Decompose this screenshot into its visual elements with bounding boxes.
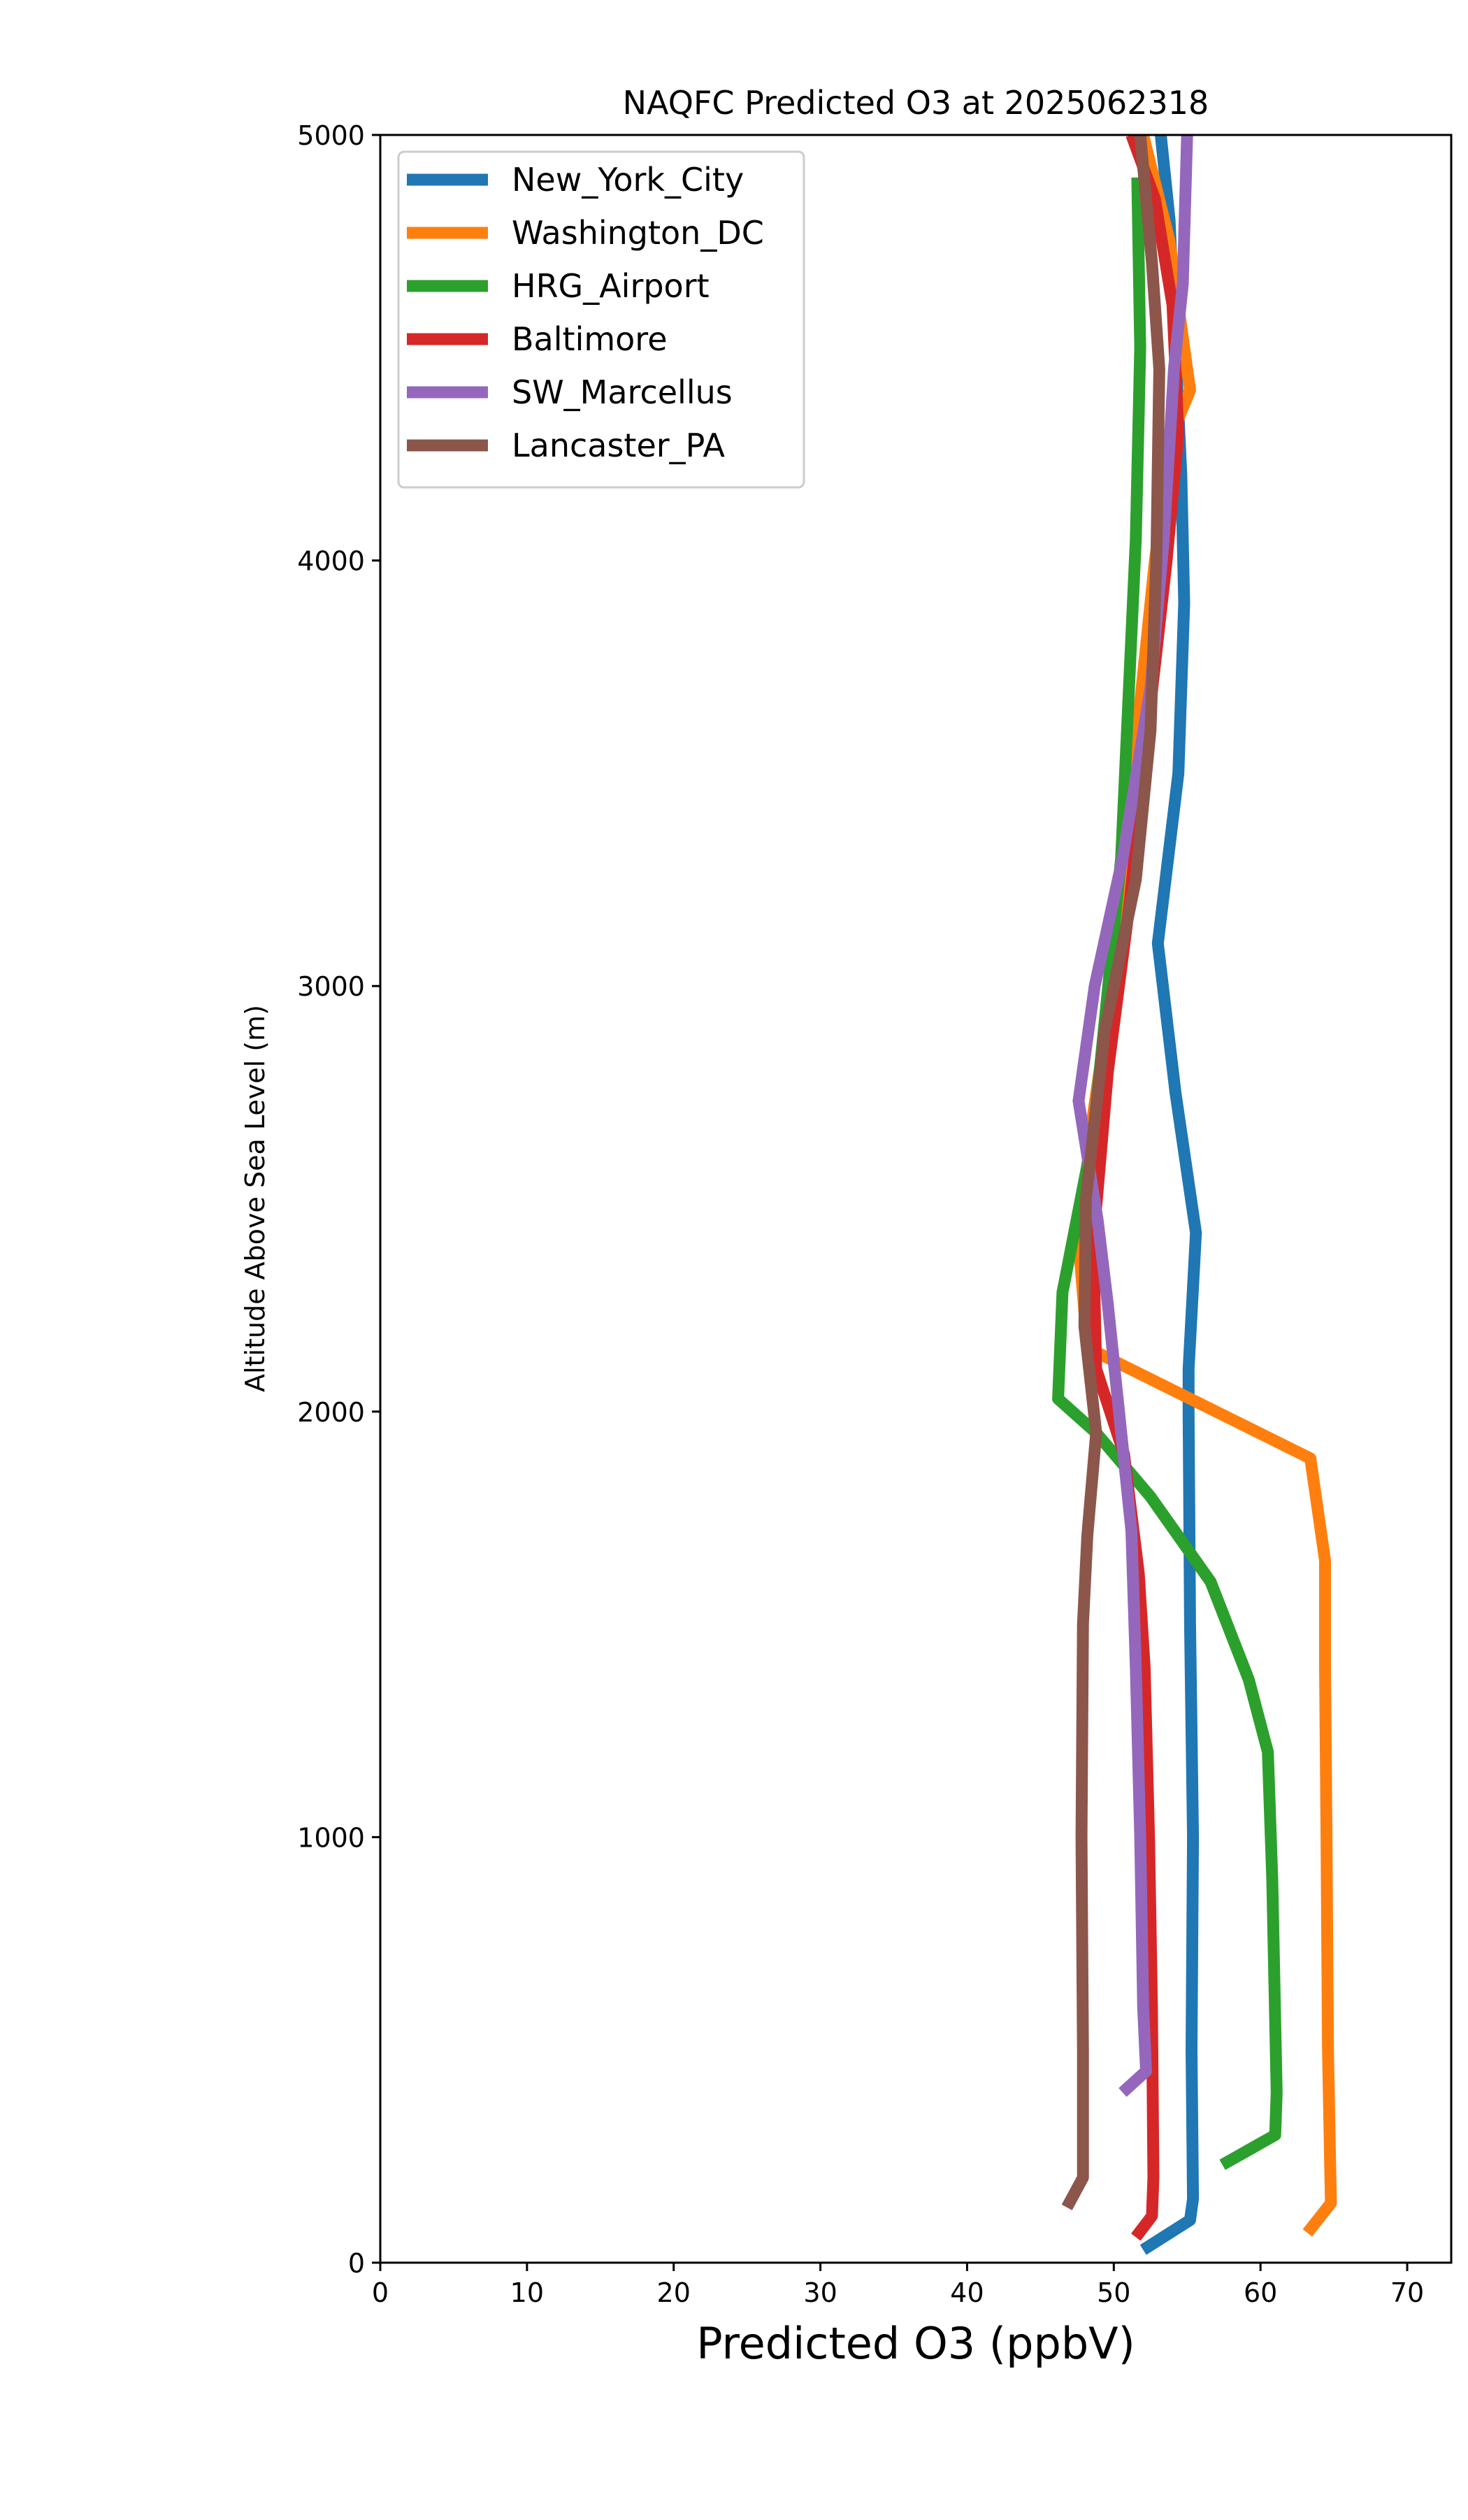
legend-label: Baltimore bbox=[512, 320, 668, 358]
legend-label: Washington_DC bbox=[512, 214, 764, 252]
y-tick-label: 5000 bbox=[297, 120, 365, 151]
y-tick-label: 1000 bbox=[297, 1822, 365, 1853]
x-tick-label: 70 bbox=[1390, 2277, 1424, 2308]
y-axis-label: Altitude Above Sea Level (m) bbox=[240, 1005, 271, 1392]
y-tick-label: 3000 bbox=[297, 971, 365, 1002]
x-tick-label: 0 bbox=[372, 2277, 389, 2308]
legend-label: Lancaster_PA bbox=[512, 427, 725, 464]
legend: New_York_City Washington_DC HRG_Airport Bal… bbox=[397, 150, 805, 489]
y-tick-label: 0 bbox=[348, 2248, 365, 2279]
x-tick-label: 40 bbox=[950, 2277, 984, 2308]
y-tick-label: 4000 bbox=[297, 546, 365, 577]
chart-title: NAQFC Predicted O3 at 2025062318 bbox=[623, 84, 1209, 122]
x-axis-label: Predicted O3 (ppbV) bbox=[696, 2318, 1135, 2369]
y-tick-label: 2000 bbox=[297, 1397, 365, 1428]
x-tick-label: 20 bbox=[657, 2277, 691, 2308]
series-layer bbox=[1052, 135, 1337, 2255]
axes-layer: 0 10 20 30 40 50 60 70 0 1000 2000 3000 4000 5000 bbox=[297, 120, 1424, 2308]
series-line-baltimore bbox=[1087, 135, 1185, 2241]
x-tick-label: 50 bbox=[1097, 2277, 1130, 2308]
legend-label: HRG_Airport bbox=[512, 267, 710, 305]
legend-label: SW_Marcellus bbox=[512, 373, 733, 411]
x-tick-label: 60 bbox=[1244, 2277, 1277, 2308]
series-line-lancaster-pa bbox=[1061, 135, 1165, 2210]
legend-box bbox=[397, 150, 805, 489]
plot-frame bbox=[379, 134, 1453, 2264]
x-tick-label: 10 bbox=[510, 2277, 544, 2308]
legend-label: New_York_City bbox=[512, 161, 744, 199]
x-tick-label: 30 bbox=[803, 2277, 837, 2308]
